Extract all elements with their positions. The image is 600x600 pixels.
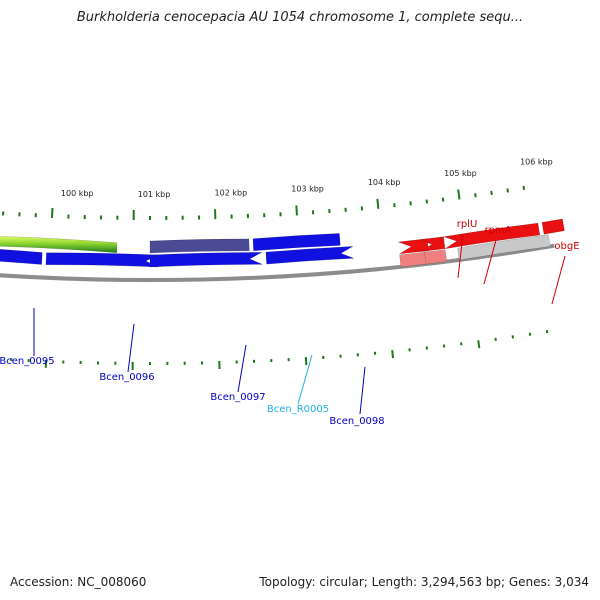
inner-tick bbox=[490, 190, 493, 196]
callout-line bbox=[127, 323, 135, 373]
tick-label: 106 kbp bbox=[520, 158, 553, 167]
inner-tick bbox=[474, 193, 477, 198]
gene-bcen-0095-arrow bbox=[0, 249, 43, 265]
gene-rpma-arrow bbox=[418, 236, 446, 252]
page-title: Burkholderia cenocepacia AU 1054 chromos… bbox=[76, 10, 524, 25]
inner-tick bbox=[506, 188, 509, 193]
inner-tick bbox=[522, 185, 526, 191]
gene-rplu-band bbox=[399, 251, 431, 268]
outer-tick-marks bbox=[10, 329, 549, 370]
topology-summary: Topology: circular; Length: 3,294,563 bp… bbox=[259, 575, 589, 589]
tick-label: 104 kbp bbox=[368, 178, 401, 187]
gene-features bbox=[0, 218, 565, 268]
callout-line bbox=[551, 255, 566, 305]
tick-labels: 100 kbp 101 kbp 102 kbp 103 kbp 104 kbp 105 k… bbox=[61, 158, 553, 199]
gene-label: Bcen_0097 bbox=[210, 392, 265, 403]
gene-label: obgE bbox=[554, 241, 579, 252]
callout-line bbox=[297, 354, 313, 405]
gene-labels: Bcen_0095 Bcen_0096 Bcen_0097Bcen_R0005Bce… bbox=[0, 219, 580, 427]
callout-line bbox=[359, 366, 366, 415]
gene-obge-band bbox=[457, 234, 551, 261]
tick-label: 100 kbp bbox=[61, 189, 94, 198]
tick-label: 101 kbp bbox=[138, 190, 171, 199]
gene-label: rplU bbox=[457, 219, 478, 230]
gene-label: Bcen_0096 bbox=[99, 372, 154, 383]
tick-label: 105 kbp bbox=[444, 169, 477, 178]
gene-callout-lines bbox=[33, 233, 566, 415]
gene-label: Bcen_0098 bbox=[329, 416, 384, 427]
gene-rpma-band bbox=[424, 249, 447, 265]
callout-line bbox=[237, 344, 247, 393]
backbone-line bbox=[0, 243, 555, 282]
gene-bcen-0098-band bbox=[252, 233, 341, 252]
inner-tick-marks bbox=[2, 185, 526, 220]
callout-line bbox=[483, 239, 497, 285]
callout-line bbox=[457, 233, 464, 279]
outer-tick bbox=[391, 350, 394, 359]
inner-tick bbox=[441, 197, 445, 202]
gene-bcen-0097-arrow bbox=[149, 252, 263, 268]
accession-text: Accession: NC_008060 bbox=[10, 575, 147, 589]
inner-tick bbox=[295, 205, 298, 216]
inner-tick bbox=[376, 198, 380, 209]
gene-obge-arrow bbox=[443, 222, 541, 249]
outer-tick bbox=[304, 357, 308, 366]
gene-bcen-0096-arrow bbox=[45, 252, 159, 268]
outer-tick bbox=[477, 340, 481, 349]
gene-purple-band bbox=[149, 238, 250, 254]
gene-green-band bbox=[0, 236, 118, 254]
gene-bcen-0098-arrow bbox=[265, 246, 354, 265]
gene-partial-arrow bbox=[541, 218, 565, 235]
tick-label: 102 kbp bbox=[215, 189, 248, 198]
inner-tick bbox=[457, 189, 461, 200]
chromosome-backbone bbox=[0, 243, 555, 282]
gene-label: Bcen_R0005 bbox=[267, 404, 329, 415]
tick-label: 103 kbp bbox=[291, 185, 324, 194]
gene-label: rpmA bbox=[484, 225, 511, 236]
gene-label: Bcen_0095 bbox=[0, 356, 55, 367]
